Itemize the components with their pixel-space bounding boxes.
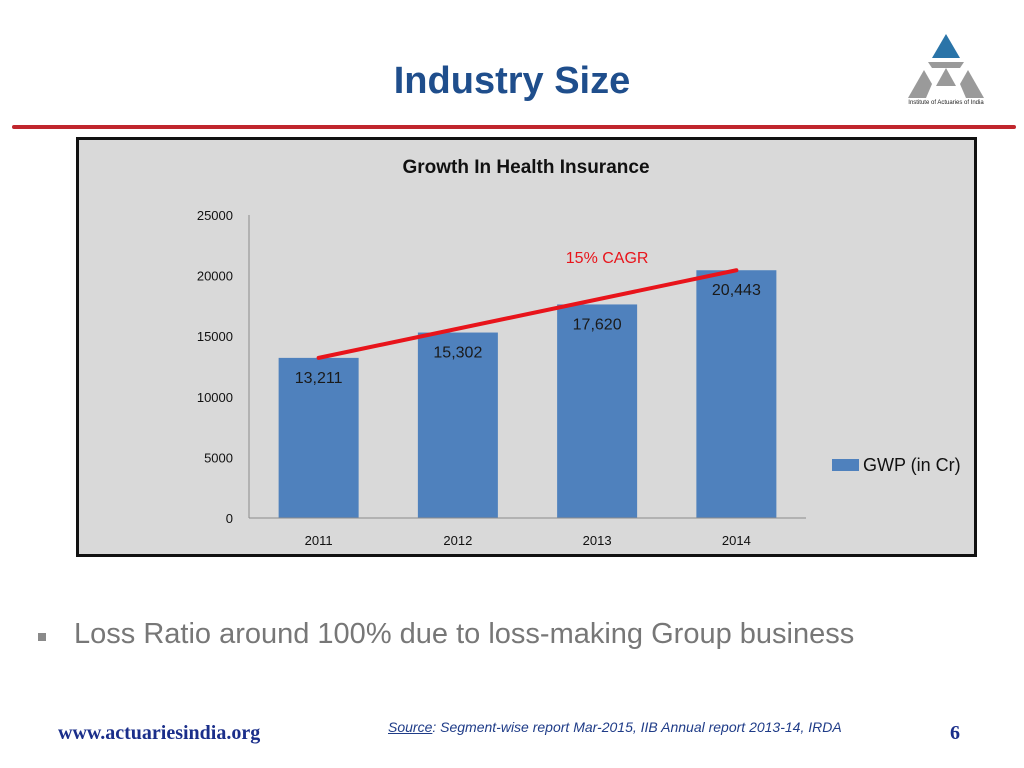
bar: [557, 304, 638, 518]
bar-value-label: 17,620: [573, 316, 622, 333]
y-tick-label: 15000: [197, 329, 233, 344]
chart-title: Growth In Health Insurance: [402, 157, 649, 178]
bullet-text: Loss Ratio around 100% due to loss-makin…: [74, 618, 855, 650]
y-tick-label: 5000: [204, 450, 233, 465]
logo-top-triangle: [932, 34, 960, 58]
bar: [417, 332, 498, 518]
title-rule: [12, 125, 1016, 129]
cagr-trend-line: [316, 268, 739, 360]
bar: [696, 270, 777, 518]
source-label: Source: [388, 719, 433, 735]
logo-right-triangle: [960, 70, 984, 98]
logo-center-triangle: [936, 68, 956, 86]
y-axis-ticks: 0 5000 10000 15000 20000 25000: [197, 208, 233, 526]
x-tick-label: 2011: [305, 533, 333, 548]
legend: GWP (in Cr): [832, 455, 961, 475]
footer-url[interactable]: www.actuariesindia.org: [58, 722, 261, 744]
x-tick-label: 2012: [443, 533, 472, 548]
x-tick-label: 2013: [583, 533, 612, 548]
page-number: 6: [950, 722, 960, 744]
logo-mid-band: [928, 62, 964, 68]
institute-logo: [908, 34, 984, 98]
chart-frame: Growth In Health Insurance 0 5000 10000 150…: [76, 137, 977, 557]
bars: 13,211 15,302 17,620 20,443: [278, 270, 777, 518]
bar-value-label: 13,211: [295, 370, 343, 387]
trend-group: 15% CAGR: [316, 250, 739, 360]
logo-caption: Institute of Actuaries of India: [908, 100, 984, 106]
bar-value-label: 15,302: [433, 345, 482, 362]
chart: Growth In Health Insurance 0 5000 10000 150…: [197, 157, 961, 548]
logo-left-triangle: [908, 70, 932, 98]
bar-value-label: 20,443: [712, 282, 761, 299]
legend-label: GWP (in Cr): [863, 455, 961, 475]
source-text: : Segment-wise report Mar-2015, IIB Annu…: [432, 719, 842, 735]
slide-title: Industry Size: [393, 60, 631, 102]
y-tick-label: 10000: [197, 390, 233, 405]
legend-swatch: [832, 459, 859, 471]
x-tick-label: 2014: [722, 533, 751, 548]
cagr-label: 15% CAGR: [566, 250, 649, 267]
source-note: Source: Segment-wise report Mar-2015, II…: [388, 719, 842, 735]
y-tick-label: 20000: [197, 269, 233, 284]
x-axis-ticks: 2011 2012 2013 2014: [305, 533, 751, 548]
y-tick-label: 0: [226, 511, 233, 526]
bullet-marker: [38, 633, 46, 641]
bar: [278, 357, 359, 518]
y-tick-label: 25000: [197, 208, 233, 223]
